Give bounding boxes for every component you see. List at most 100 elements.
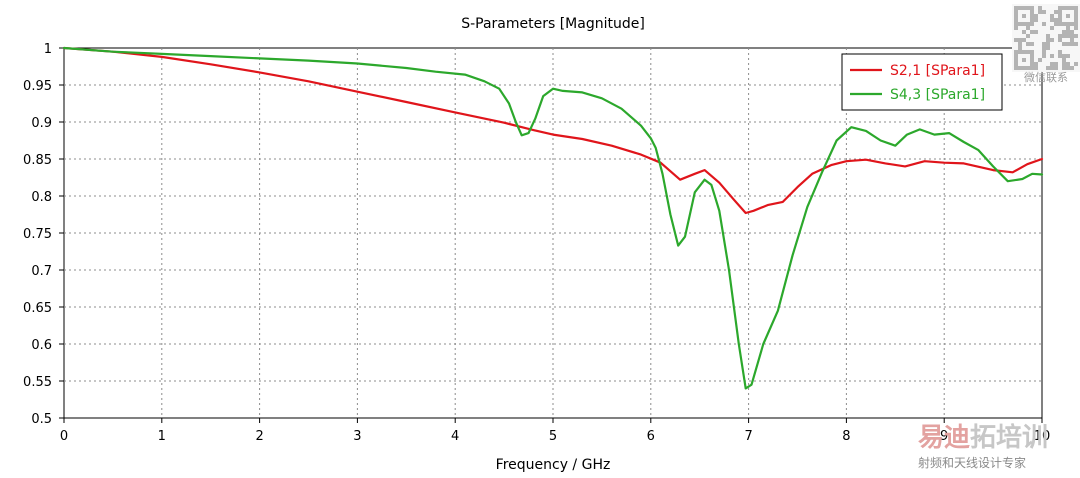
x-tick-label: 0 (60, 429, 68, 444)
qr-module (1034, 66, 1038, 70)
series-lines (62, 46, 1044, 390)
qr-module (1050, 38, 1054, 42)
qr-module (1066, 22, 1070, 26)
qr-module (1014, 62, 1018, 66)
legend-box (841, 53, 1003, 111)
qr-module (1058, 38, 1062, 42)
qr-module (1026, 66, 1030, 70)
y-tick-label: 0.6 (31, 338, 52, 353)
qr-module (1038, 58, 1042, 62)
qr-module (1058, 54, 1062, 58)
qr-module (1054, 18, 1058, 22)
qr-module (1074, 10, 1078, 14)
qr-module (1014, 26, 1018, 30)
qr-module (1026, 42, 1030, 46)
qr-module (1058, 10, 1062, 14)
qr-module (1074, 22, 1078, 26)
qr-module (1042, 10, 1046, 14)
qr-module (1050, 66, 1054, 70)
qr-module (1062, 66, 1066, 70)
qr-module (1014, 58, 1018, 62)
x-tick-label: 5 (549, 429, 557, 444)
qr-module (1030, 10, 1034, 14)
y-tick-label: 0.55 (23, 375, 52, 390)
qr-module (1014, 66, 1018, 70)
qr-module (1030, 62, 1034, 66)
qr-module (1074, 34, 1078, 38)
qr-module (1026, 50, 1030, 54)
qr-module (1030, 18, 1034, 22)
qr-module (1074, 18, 1078, 22)
y-axis-ticks: 0.5 0.55 0.6 0.65 0.7 0.75 0.8 0.85 0.9 0.95 1 (23, 42, 64, 427)
x-axis-label: Frequency / GHz (496, 457, 611, 473)
qr-module (1014, 10, 1018, 14)
qr-module (1014, 22, 1018, 26)
qr-module (1058, 50, 1062, 54)
qr-module (1038, 6, 1042, 10)
legend[interactable]: S2,1 [SPara1] S4,3 [SPara1] (841, 53, 1003, 111)
qr-module (1034, 62, 1038, 66)
x-tick-label: 6 (647, 429, 655, 444)
qr-module (1018, 66, 1022, 70)
qr-module (1070, 30, 1074, 34)
qr-module (1062, 6, 1066, 10)
y-tick-label: 0.5 (31, 412, 52, 427)
qr-module (1042, 42, 1046, 46)
qr-module (1026, 6, 1030, 10)
qr-module (1050, 18, 1054, 22)
qr-module (1066, 42, 1070, 46)
y-tick-label: 0.9 (31, 116, 52, 131)
qr-module (1022, 66, 1026, 70)
qr-module (1022, 30, 1026, 34)
qr-module (1062, 62, 1066, 66)
qr-module (1066, 54, 1070, 58)
x-axis-ticks: 0 1 2 3 4 5 6 7 8 9 10 (60, 418, 1050, 444)
legend-label: S2,1 [SPara1] (890, 63, 985, 79)
qr-module (1062, 58, 1066, 62)
qr-module (1030, 22, 1034, 26)
qr-module (1066, 6, 1070, 10)
qr-module (1062, 30, 1066, 34)
qr-module (1018, 46, 1022, 50)
y-tick-label: 1 (44, 42, 52, 57)
qr-module (1062, 42, 1066, 46)
qr-module (1034, 18, 1038, 22)
qr-module (1062, 34, 1066, 38)
qr-module (1066, 66, 1070, 70)
qr-module (1034, 30, 1038, 34)
qr-module (1022, 6, 1026, 10)
qr-module (1054, 66, 1058, 70)
qr-module (1058, 14, 1062, 18)
qr-module (1042, 54, 1046, 58)
y-tick-label: 0.85 (23, 153, 52, 168)
x-tick-label: 4 (451, 429, 459, 444)
qr-module (1054, 10, 1058, 14)
qr-module (1050, 62, 1054, 66)
qr-module (1070, 42, 1074, 46)
qr-module (1070, 22, 1074, 26)
qr-module (1054, 22, 1058, 26)
qr-module (1014, 14, 1018, 18)
qr-module (1034, 14, 1038, 18)
qr-module (1054, 62, 1058, 66)
qr-module (1014, 6, 1018, 10)
qr-module (1018, 22, 1022, 26)
chart-title: S-Parameters [Magnitude] (461, 16, 645, 32)
x-tick-label: 3 (353, 429, 361, 444)
qr-module (1026, 34, 1030, 38)
qr-module (1058, 34, 1062, 38)
qr-module (1018, 50, 1022, 54)
qr-module (1066, 34, 1070, 38)
brand-watermark-part1: 易迪 (918, 423, 970, 453)
qr-module (1070, 6, 1074, 10)
qr-module (1022, 50, 1026, 54)
qr-module (1066, 26, 1070, 30)
qr-module (1074, 26, 1078, 30)
qr-module (1018, 38, 1022, 42)
qr-module (1030, 14, 1034, 18)
qr-module (1070, 66, 1074, 70)
y-tick-label: 0.75 (23, 227, 52, 242)
series-line-1 (62, 46, 1044, 215)
qr-module (1062, 22, 1066, 26)
